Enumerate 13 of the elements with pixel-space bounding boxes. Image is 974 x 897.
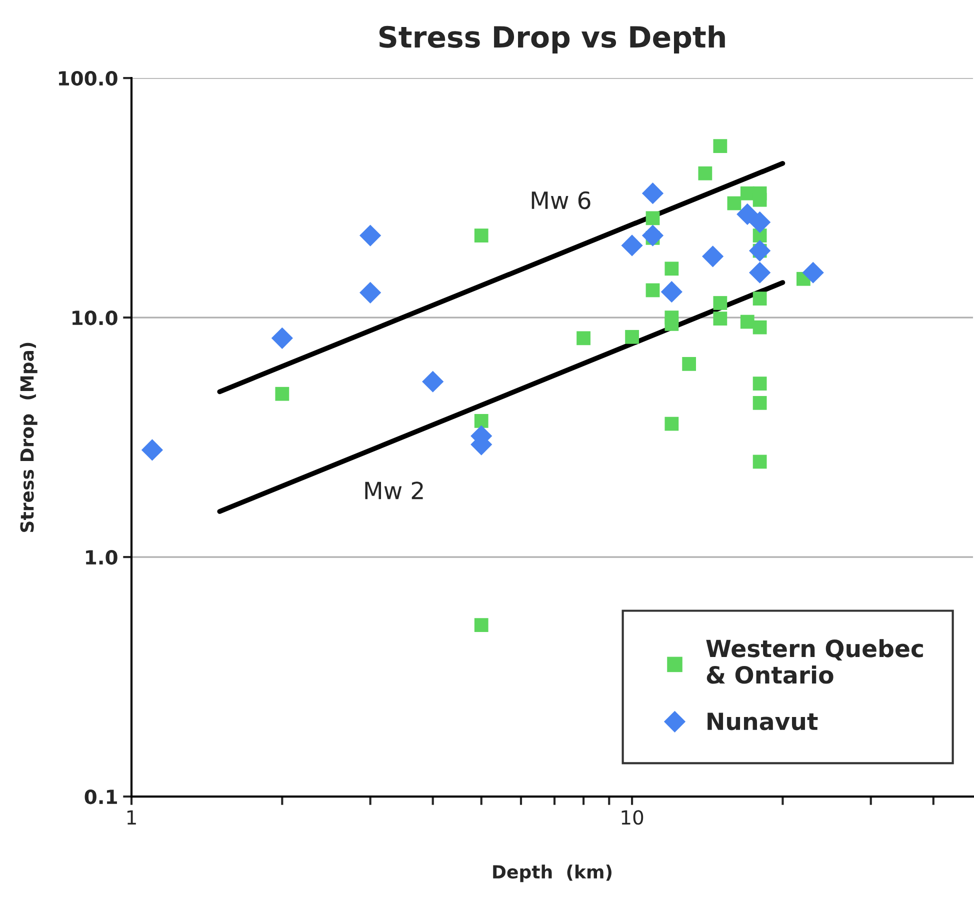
annotation: Mw 6: [532, 191, 590, 210]
x-tick-label: 1: [127, 810, 136, 825]
annotation: Mw 2: [365, 482, 423, 500]
legend-label: Nunavut: [708, 712, 818, 730]
y-tick-label: 100.0: [58, 70, 118, 86]
x-tick-label: 10: [622, 810, 644, 825]
chart-title: Stress Drop vs Depth: [379, 25, 725, 54]
y-tick-label: 0.1: [84, 789, 117, 804]
y-tick-label: 1.0: [86, 550, 118, 565]
y-tick-label: 10.0: [72, 310, 118, 326]
legend-label: Western Quebec & Ontario: [706, 639, 923, 684]
y-axis-title: Stress Drop (Mpa): [20, 342, 38, 532]
x-axis-title: Depth (km): [493, 864, 612, 882]
